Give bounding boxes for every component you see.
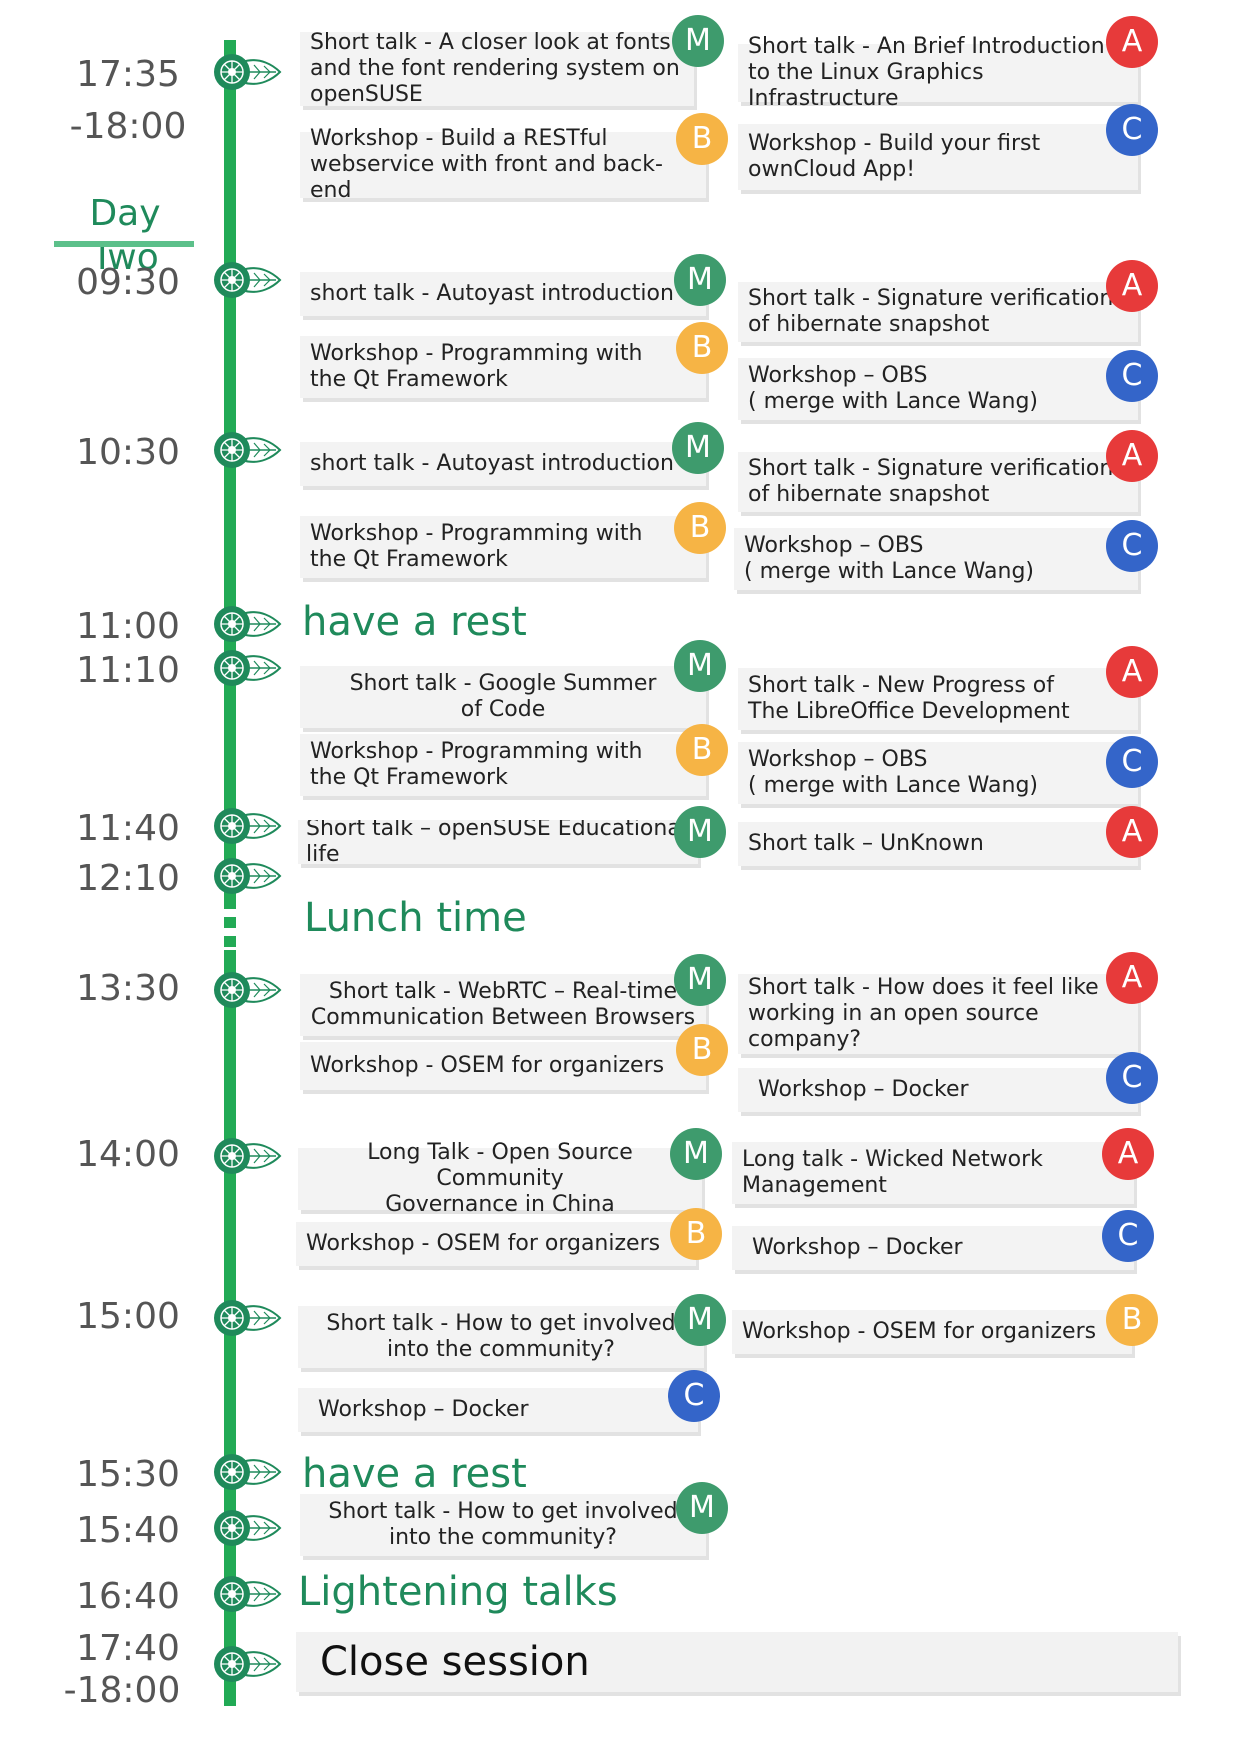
timeline-node-icon (213, 1299, 281, 1337)
room-a-badge: A (1106, 430, 1158, 482)
lunch-heading: Lunch time (304, 895, 527, 941)
room-a-badge: A (1102, 1128, 1154, 1180)
session-card: Long talk - Wicked Network Management (732, 1142, 1134, 1204)
session-card: Short talk - Signature verification of h… (738, 452, 1138, 512)
session-card: Workshop - OSEM for organizers (732, 1310, 1132, 1354)
time-label: -18:00 (69, 106, 187, 147)
session-card: Workshop - Build a RESTful webservice wi… (300, 126, 706, 203)
time-label: -18:00 (63, 1670, 181, 1711)
timeline-node-icon (213, 261, 281, 299)
session-card: Short talk - How does it feel like worki… (738, 974, 1138, 1054)
time-label: 17:40 (76, 1628, 180, 1669)
time-label: 15:00 (76, 1296, 180, 1337)
time-label: 12:10 (76, 858, 180, 899)
time-label: 11:00 (76, 606, 180, 647)
time-label: 10:30 (76, 432, 180, 473)
room-m-badge: M (674, 254, 726, 306)
room-c-badge: C (1106, 350, 1158, 402)
session-card: Workshop - OSEM for organizers (296, 1222, 696, 1266)
room-m-badge: M (670, 1128, 722, 1180)
timeline-node-icon (213, 1453, 281, 1491)
room-c-badge: C (1106, 104, 1158, 156)
room-b-badge: B (676, 724, 728, 776)
session-card: Short talk - An Brief Introduction to th… (738, 34, 1138, 111)
room-b-badge: B (676, 113, 728, 165)
room-b-badge: B (674, 502, 726, 554)
room-m-badge: M (674, 640, 726, 692)
break-heading: have a rest (302, 599, 527, 645)
timeline-node-icon (213, 1509, 281, 1547)
timeline-node-icon (213, 649, 281, 687)
session-card: Short talk - New Progress of The LibreOf… (738, 668, 1138, 730)
room-a-badge: A (1106, 952, 1158, 1004)
timeline-node-icon (213, 1645, 281, 1683)
session-card: Short talk - WebRTC – Real-time Communic… (300, 974, 706, 1036)
session-card: Workshop – Docker (298, 1388, 698, 1432)
timeline-node-icon (213, 857, 281, 895)
room-a-badge: A (1106, 260, 1158, 312)
session-card: Short talk – openSUSE Educational life (298, 820, 698, 864)
timeline-node-icon (213, 431, 281, 469)
timeline-node-icon (213, 53, 281, 91)
room-a-badge: A (1106, 806, 1158, 858)
session-card: Workshop - Programming with the Qt Frame… (300, 336, 706, 398)
session-card: short talk - Autoyast introduction (300, 272, 706, 316)
time-label: 15:30 (76, 1454, 180, 1495)
room-m-badge: M (674, 1294, 726, 1346)
session-card: Workshop – OBS ( merge with Lance Wang) (734, 528, 1138, 590)
room-b-badge: B (1106, 1294, 1158, 1346)
time-label: 11:40 (76, 808, 180, 849)
break-heading: have a rest (302, 1451, 527, 1497)
lightening-talks-heading: Lightening talks (298, 1569, 618, 1615)
room-c-badge: C (1106, 736, 1158, 788)
session-card: Short talk - Signature verification of h… (738, 282, 1138, 342)
session-card: Short talk - How to get involved into th… (300, 1494, 706, 1556)
room-m-badge: M (676, 1482, 728, 1534)
room-m-badge: M (674, 954, 726, 1006)
session-card: Short talk - How to get involved into th… (298, 1306, 704, 1368)
time-label: 11:10 (76, 650, 180, 691)
session-card: Workshop – Docker (732, 1226, 1134, 1270)
room-m-badge: M (672, 15, 724, 67)
time-label: 14:00 (76, 1134, 180, 1175)
room-c-badge: C (668, 1370, 720, 1422)
room-c-badge: C (1106, 520, 1158, 572)
session-card: Workshop - Programming with the Qt Frame… (300, 516, 706, 578)
time-label: 15:40 (76, 1510, 180, 1551)
room-c-badge: C (1106, 1052, 1158, 1104)
session-card: short talk - Autoyast introduction (300, 442, 706, 486)
time-label: 09:30 (76, 262, 180, 303)
room-m-badge: M (672, 422, 724, 474)
session-card: Workshop – OBS ( merge with Lance Wang) (738, 742, 1138, 804)
timeline-node-icon (213, 971, 281, 1009)
room-c-badge: C (1102, 1210, 1154, 1262)
session-card: Workshop – OBS ( merge with Lance Wang) (738, 358, 1138, 420)
session-card: Workshop – Docker (738, 1068, 1138, 1112)
timeline-node-icon (213, 1575, 281, 1613)
room-b-badge: B (670, 1208, 722, 1260)
session-card: Long Talk - Open Source Community Govern… (298, 1140, 702, 1217)
timeline-node-icon (213, 1137, 281, 1175)
room-a-badge: A (1106, 646, 1158, 698)
timeline-node-icon (213, 807, 281, 845)
session-card: Short talk - A closer look at fonts and … (300, 30, 694, 107)
time-label: 16:40 (76, 1576, 180, 1617)
room-b-badge: B (676, 1024, 728, 1076)
session-card: Short talk - Google Summer of Code (300, 666, 706, 728)
session-card: Workshop - Programming with the Qt Frame… (300, 734, 706, 796)
room-a-badge: A (1106, 16, 1158, 68)
session-card: Workshop - OSEM for organizers (300, 1042, 706, 1090)
timeline-dotted-segment (224, 898, 236, 950)
room-b-badge: B (676, 322, 728, 374)
close-session-box: Close session (296, 1632, 1178, 1692)
session-card: Short talk – UnKnown (738, 822, 1138, 866)
time-label: 13:30 (76, 968, 180, 1009)
time-label: 17:35 (76, 54, 180, 95)
session-card: Workshop - Build your first ownCloud App… (738, 124, 1138, 190)
timeline-node-icon (213, 605, 281, 643)
day-label-underline (54, 241, 194, 247)
room-m-badge: M (674, 806, 726, 858)
